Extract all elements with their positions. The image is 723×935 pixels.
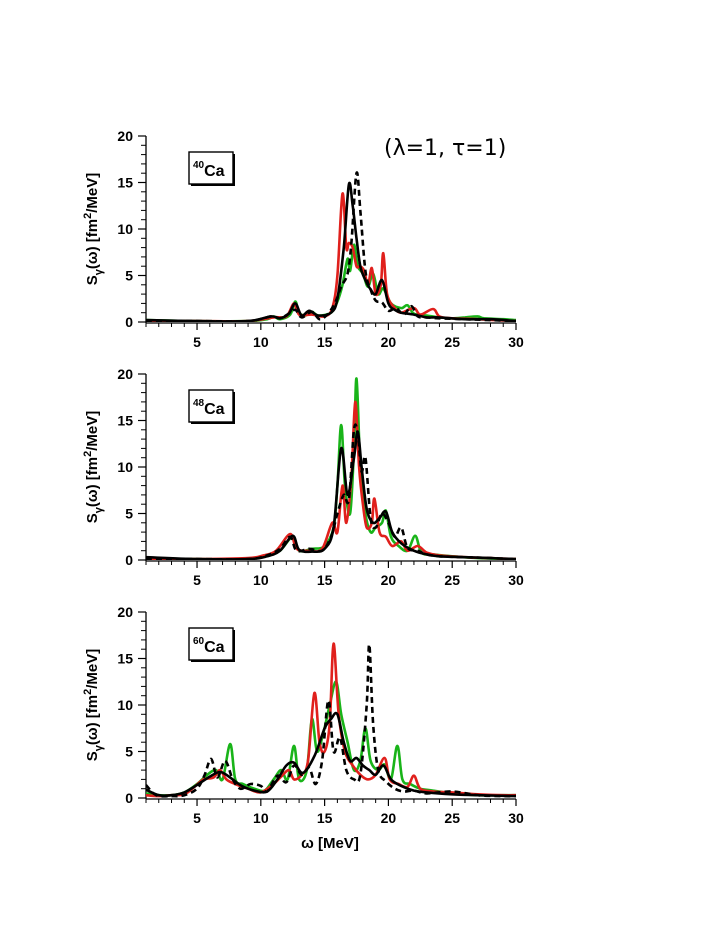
y-tick-label: 0 — [125, 790, 133, 806]
y-axis-title-part: /MeV] — [84, 411, 101, 451]
element-symbol: Ca — [204, 639, 225, 656]
lambda-tau-annotation: (λ=1, τ=1) — [384, 136, 506, 161]
panel-40ca: 5 10 15 20 25 30 0 5 10 15 20 Sγ(ω) [fm2/MeV] 40Ca — [82, 128, 524, 350]
x-tick-label: 25 — [444, 572, 460, 588]
y-axis-title-part: /MeV] — [84, 173, 101, 213]
y-axis-title: Sγ(ω) [fm2/MeV] — [82, 173, 105, 285]
x-tick-label: 10 — [253, 334, 269, 350]
element-symbol: Ca — [204, 401, 225, 418]
series-red-solid — [146, 192, 516, 322]
panel-label-box — [188, 389, 234, 423]
x-tick-label: 15 — [317, 572, 333, 588]
nucleus-label: 40Ca — [193, 160, 225, 180]
x-tick-label: 20 — [381, 334, 397, 350]
y-axis-title-part: (ω) [fm — [84, 219, 101, 269]
x-tick-label: 20 — [381, 572, 397, 588]
y-axis-title-part: S — [84, 513, 101, 523]
y-axis-title-part: γ — [93, 268, 105, 275]
y-tick-label: 15 — [117, 413, 133, 429]
x-tick-label: 15 — [317, 334, 333, 350]
y-axis-title: Sγ(ω) [fm2/MeV] — [82, 411, 105, 523]
element-symbol: Ca — [204, 163, 225, 180]
panel-48ca: 5 10 15 20 25 30 0 5 10 15 20 Sγ(ω) [fm2/MeV] 48Ca — [82, 366, 524, 588]
nucleus-label: 48Ca — [193, 398, 225, 418]
y-axis-title: Sγ(ω) [fm2/MeV] — [82, 649, 105, 761]
y-tick-label: 10 — [117, 459, 133, 475]
y-tick-label: 20 — [117, 366, 133, 382]
y-tick-label: 20 — [117, 604, 133, 620]
mass-number: 48 — [193, 398, 205, 409]
series-black-dash — [146, 643, 516, 798]
y-axis-title-part: S — [84, 751, 101, 761]
y-axis-title-part: γ — [93, 744, 105, 751]
mass-number: 40 — [193, 160, 205, 171]
y-tick-label: 15 — [117, 175, 133, 191]
panel-label-box — [188, 627, 234, 661]
x-tick-label: 15 — [317, 810, 333, 826]
series-black-solid — [146, 181, 516, 322]
series-red-solid — [146, 400, 516, 560]
x-tick-label: 30 — [508, 572, 524, 588]
mass-number: 60 — [193, 636, 205, 647]
y-tick-label: 5 — [125, 506, 133, 522]
y-tick-label: 10 — [117, 221, 133, 237]
x-tick-label: 30 — [508, 810, 524, 826]
y-tick-label: 5 — [125, 744, 133, 760]
panel-60ca: 5 10 15 20 25 30 0 5 10 15 20 Sγ(ω) [fm2/MeV] 60Ca — [82, 604, 524, 826]
y-tick-label: 10 — [117, 697, 133, 713]
y-axis-title-part: 2 — [82, 689, 94, 695]
x-tick-label: 20 — [381, 810, 397, 826]
x-tick-label: 25 — [444, 334, 460, 350]
nucleus-label: 60Ca — [193, 636, 225, 656]
y-axis-title-part: /MeV] — [84, 649, 101, 689]
y-axis-title-part: 2 — [82, 213, 94, 219]
x-tick-label: 10 — [253, 810, 269, 826]
y-tick-label: 15 — [117, 651, 133, 667]
y-tick-label: 5 — [125, 268, 133, 284]
y-tick-label: 0 — [125, 552, 133, 568]
x-tick-label: 25 — [444, 810, 460, 826]
y-tick-label: 20 — [117, 128, 133, 144]
x-tick-label: 10 — [253, 572, 269, 588]
series-black-solid — [146, 430, 516, 560]
y-axis-title-part: 2 — [82, 451, 94, 457]
y-axis-title-part: S — [84, 275, 101, 285]
y-axis-title-part: (ω) [fm — [84, 695, 101, 745]
panel-label-box — [188, 151, 234, 185]
y-axis-title-part: γ — [93, 506, 105, 513]
x-tick-label: 30 — [508, 334, 524, 350]
y-tick-label: 0 — [125, 314, 133, 330]
y-axis-title-part: (ω) [fm — [84, 457, 101, 507]
series-black-solid — [146, 711, 516, 798]
series-black-dash — [146, 171, 516, 322]
x-tick-label: 5 — [193, 334, 201, 350]
x-axis-title: ω [MeV] — [301, 835, 359, 852]
x-tick-label: 5 — [193, 572, 201, 588]
x-tick-label: 5 — [193, 810, 201, 826]
